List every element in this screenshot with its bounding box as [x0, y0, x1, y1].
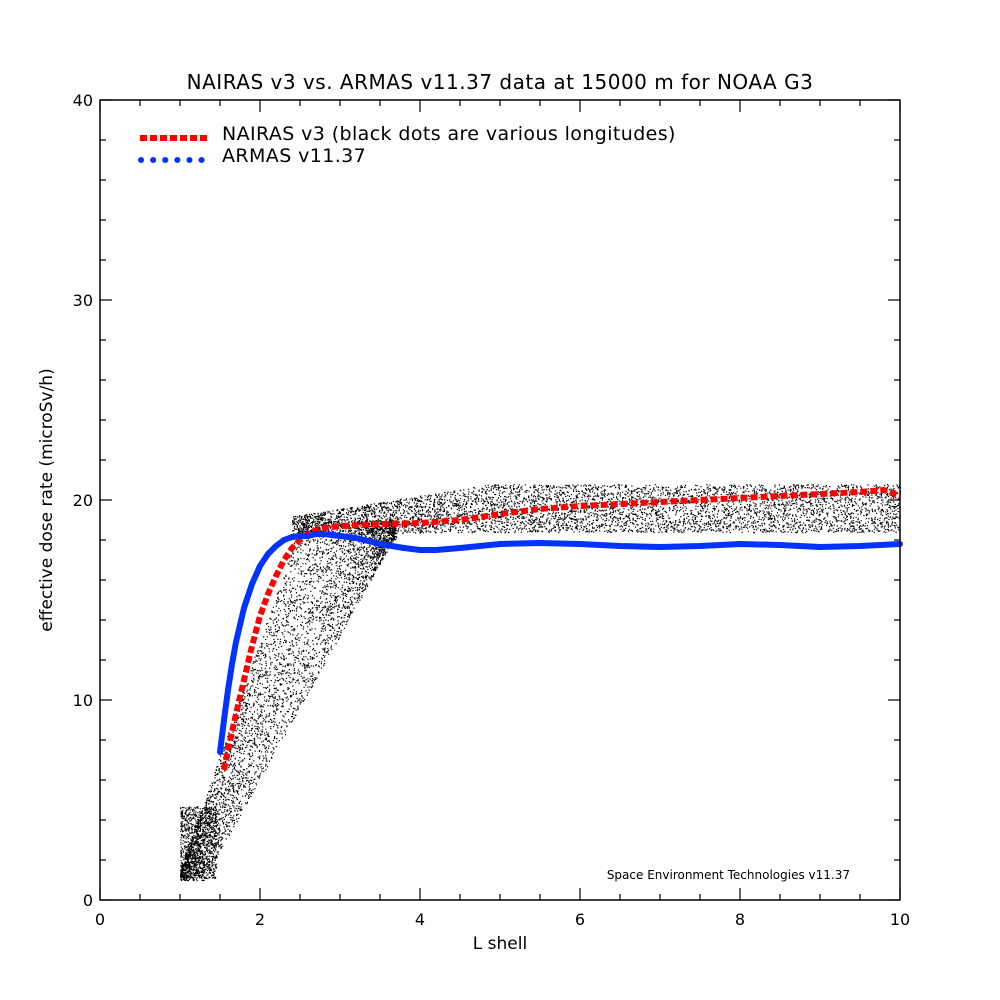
longitude-dot-cloud [180, 484, 901, 882]
y-tick-label: 30 [73, 291, 93, 310]
y-tick-label: 40 [73, 91, 93, 110]
axis-ticks [99, 99, 901, 901]
series-line-armas [217, 531, 903, 755]
series-line-nairas [221, 487, 902, 771]
x-tick-label: 8 [735, 910, 745, 929]
x-axis-label: L shell [473, 934, 527, 954]
x-tick-labels: 0 2 4 6 8 10 [95, 910, 910, 929]
y-tick-label: 0 [83, 891, 93, 910]
x-tick-label: 0 [95, 910, 105, 929]
legend-label-armas: ARMAS v11.37 [222, 145, 366, 167]
y-axis-label: effective dose rate (microSv/h) [37, 368, 57, 631]
x-tick-label: 4 [415, 910, 425, 929]
legend-label-nairas: NAIRAS v3 (black dots are various longit… [222, 123, 676, 145]
credit-text: Space Environment Technologies v11.37 [607, 868, 850, 882]
y-tick-label: 20 [73, 491, 93, 510]
x-tick-label: 2 [255, 910, 265, 929]
series-lines [217, 487, 903, 771]
chart-title: NAIRAS v3 vs. ARMAS v11.37 data at 15000… [187, 70, 814, 94]
y-tick-label: 10 [73, 691, 93, 710]
longitude-dots [180, 484, 901, 882]
x-tick-label: 10 [890, 910, 910, 929]
legend: NAIRAS v3 (black dots are various longit… [138, 123, 676, 167]
x-tick-label: 6 [575, 910, 585, 929]
y-tick-labels: 0 10 20 30 40 [73, 91, 93, 910]
